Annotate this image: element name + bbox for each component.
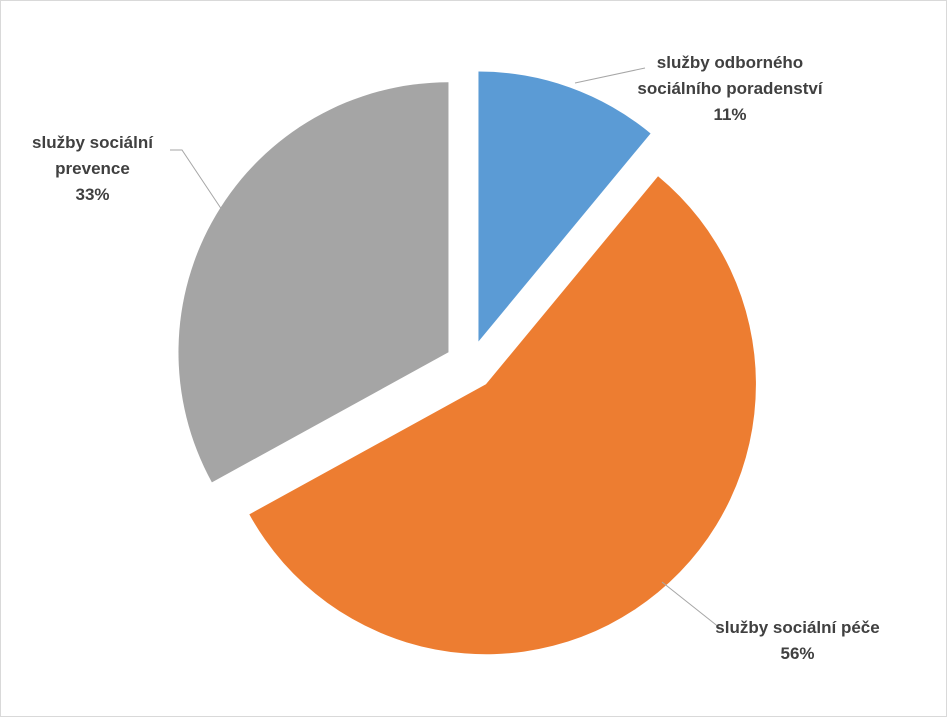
value-label: 56% <box>780 644 815 663</box>
category-label: služby sociální péče <box>715 618 880 637</box>
pie-slice <box>478 71 651 342</box>
value-label: 33% <box>75 185 110 204</box>
pie-slice <box>178 82 449 483</box>
leader-line <box>661 581 721 629</box>
category-label: služby sociální prevence <box>32 133 153 178</box>
data-label: služby sociální péče 56% <box>705 615 890 667</box>
data-label: služby odborného sociálního poradenství 1… <box>630 50 830 128</box>
pie-slice <box>249 176 756 655</box>
data-label: služby sociální prevence 33% <box>20 130 165 208</box>
leader-line <box>170 149 223 211</box>
value-label: 11% <box>713 105 747 124</box>
leader-line <box>574 67 646 84</box>
category-label: služby odborného sociálního poradenství <box>637 53 823 98</box>
